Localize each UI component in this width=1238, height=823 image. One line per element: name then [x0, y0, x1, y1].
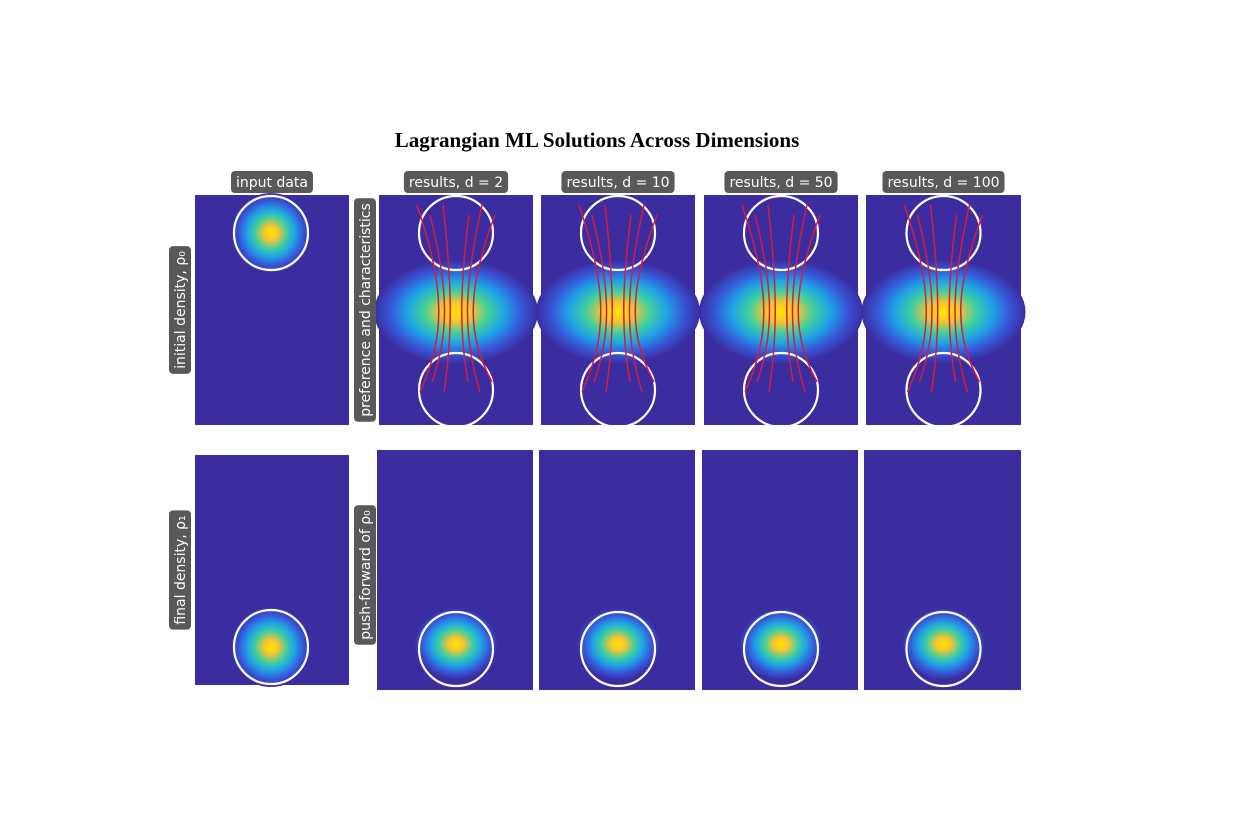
density-blob	[231, 193, 311, 273]
panel-label: preference and characteristics	[358, 203, 374, 417]
label-group: results, d = 10	[561, 171, 675, 193]
panel-label: final density, ρ₁	[173, 515, 189, 624]
region-circle	[742, 351, 820, 429]
label-group: push-forward of ρ₀	[354, 505, 376, 645]
characteristic	[472, 214, 496, 383]
label-box	[354, 198, 376, 422]
region-circle	[905, 194, 982, 272]
panel-label: results, d = 50	[729, 175, 832, 191]
region-circle	[579, 351, 657, 429]
characteristic	[416, 204, 440, 393]
label-box	[882, 171, 1005, 193]
characteristic	[741, 204, 765, 393]
characteristic	[754, 214, 771, 383]
region-circle	[905, 610, 982, 688]
label-group: final density, ρ₁	[169, 510, 191, 630]
characteristic	[948, 214, 958, 383]
region-circle	[579, 194, 657, 272]
density-blob	[374, 260, 538, 364]
characteristic	[791, 204, 808, 393]
region-circle	[232, 194, 310, 272]
characteristic	[903, 204, 927, 393]
label-box	[169, 510, 191, 630]
label-box	[403, 171, 509, 193]
characteristic	[767, 204, 776, 393]
characteristic	[916, 214, 933, 383]
density-blob	[536, 260, 700, 364]
label-box	[169, 246, 191, 374]
panel-label: results, d = 100	[887, 175, 999, 191]
panel-label: input data	[236, 175, 308, 191]
label-box	[724, 171, 838, 193]
characteristic	[429, 214, 446, 383]
characteristic	[929, 204, 939, 393]
characteristic	[591, 214, 608, 383]
region-circle	[742, 610, 820, 688]
label-box	[561, 171, 675, 193]
label-group: input data	[231, 171, 313, 193]
label-group: results, d = 50	[724, 171, 838, 193]
label-group: results, d = 2	[403, 171, 509, 193]
density-blob	[414, 608, 498, 680]
density-blob	[699, 260, 863, 364]
density-blob	[231, 607, 311, 687]
density-blob	[861, 260, 1026, 364]
characteristic	[628, 204, 645, 393]
figure-title: Lagrangian ML Solutions Across Dimension…	[395, 128, 800, 152]
label-box	[231, 171, 313, 193]
panel-label: push-forward of ρ₀	[358, 510, 374, 640]
label-group: results, d = 100	[882, 171, 1005, 193]
characteristic	[954, 204, 971, 393]
label-group: preference and characteristics	[354, 198, 376, 422]
region-circle	[232, 608, 310, 686]
characteristic	[578, 204, 602, 393]
characteristic	[442, 204, 451, 393]
label-group: initial density, ρ₀	[169, 246, 191, 374]
density-blob	[576, 608, 660, 680]
label-box	[354, 505, 376, 645]
region-circle	[417, 194, 495, 272]
region-circle	[579, 610, 657, 688]
density-blob	[901, 608, 986, 680]
region-circle	[417, 351, 495, 429]
characteristic	[461, 214, 470, 383]
region-circle	[742, 194, 820, 272]
characteristic	[797, 214, 821, 383]
characteristic	[786, 214, 795, 383]
characteristic	[634, 214, 658, 383]
characteristic	[960, 214, 984, 383]
characteristic	[623, 214, 632, 383]
panel-label: results, d = 2	[409, 175, 503, 191]
characteristic	[604, 204, 613, 393]
panel-label: initial density, ρ₀	[173, 251, 189, 369]
region-circle	[905, 351, 982, 429]
panel-label: results, d = 10	[566, 175, 669, 191]
density-blob	[739, 608, 823, 680]
characteristic	[466, 204, 483, 393]
region-circle	[417, 610, 495, 688]
